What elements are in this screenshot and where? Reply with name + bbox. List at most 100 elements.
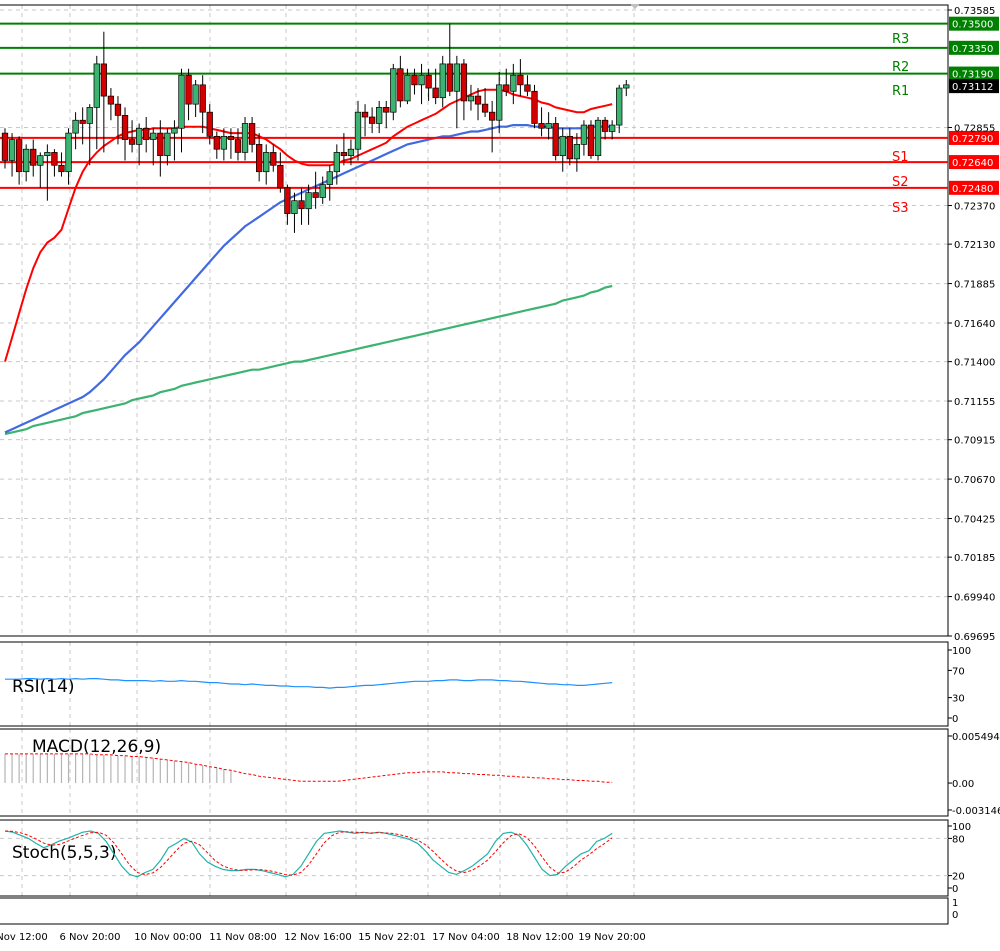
candle-body (573, 144, 581, 160)
panel-frame (0, 728, 949, 817)
candle-body (51, 152, 58, 166)
candle-body (270, 152, 277, 166)
y-tick-label: 0.72130 (954, 240, 995, 251)
candle-body (460, 63, 468, 102)
macd-tick-label: 0.005494 (952, 732, 1000, 743)
y-tick-label: 0.72855 (954, 123, 995, 134)
level-name: S1 (892, 150, 909, 165)
candle-body (467, 95, 475, 102)
candle-body (326, 171, 333, 185)
macd-signal-line (5, 753, 613, 783)
candle-body (37, 155, 44, 166)
candle-body (439, 63, 446, 99)
candle-body (185, 74, 192, 105)
candle-body (488, 111, 496, 121)
level-price-label: 0.72790 (952, 134, 993, 145)
rsi-tick-label: 100 (952, 646, 971, 657)
candle-body (340, 152, 348, 156)
candle-body (361, 111, 369, 118)
x-tick-label: 18 Nov 12:00 (506, 932, 573, 943)
y-tick-label: 0.72370 (954, 202, 995, 213)
ma-blue-line (4, 124, 613, 434)
candle-body (510, 74, 517, 92)
candle-body (199, 84, 206, 113)
level-price-label: 0.73190 (952, 70, 993, 81)
level-name: R3 (892, 32, 909, 47)
x-tick-label: 6 Nov 20:00 (59, 932, 120, 943)
level-name: R2 (892, 60, 909, 75)
candle-body (8, 139, 16, 161)
macd-tick-label: -0.003146 (952, 806, 1000, 817)
candle-body (481, 103, 489, 113)
rsi-tick-label: 70 (952, 666, 965, 677)
x-tick-label: 12 Nov 16:00 (284, 932, 351, 943)
candle-body (107, 95, 115, 105)
stoch-tick-label: 100 (952, 822, 971, 833)
candle-body (1, 132, 9, 161)
panel-frame (0, 4, 949, 637)
candle-body (425, 74, 432, 89)
x-tick-label: 15 Nov 22:01 (358, 932, 425, 943)
y-tick-label: 0.69695 (954, 632, 995, 643)
level-price-tag (949, 180, 999, 195)
level-price-tag (949, 155, 999, 170)
rsi-label: RSI(14) (12, 677, 75, 697)
candle-body (524, 84, 531, 92)
rsi-line (5, 677, 613, 689)
stoch-tick-label: 20 (952, 872, 965, 883)
candle-body (298, 200, 305, 210)
candle-body (347, 148, 355, 156)
candle-body (616, 87, 623, 126)
candle-body (157, 132, 164, 156)
stoch-tick-label: 80 (952, 834, 965, 845)
candle-body (368, 116, 376, 124)
candle-body (234, 139, 242, 153)
candle-body (474, 95, 482, 105)
level-name: S2 (892, 175, 909, 190)
macd-panel: MACD(12,26,9) 0.005494 0.00 -0.003146 (4, 732, 1000, 817)
candle-body (545, 123, 552, 129)
ma-red-line (4, 88, 613, 362)
support-resistance-levels: 0.73500 0.73350 0.73190 0.72790 0.72640 0.724… (0, 16, 999, 216)
candle-body (552, 123, 559, 156)
level-price-label: 0.72480 (952, 184, 993, 195)
candle-body (128, 139, 136, 145)
macd-label: MACD(12,26,9) (32, 737, 161, 757)
candle-body (397, 68, 404, 102)
candle-body (390, 68, 397, 113)
candle-body (93, 63, 100, 108)
price-axis: 0.73585 0.72855 0.72370 0.72130 0.71885 0.716… (948, 6, 995, 643)
rsi-tick-label: 30 (952, 694, 965, 705)
candle-body (587, 124, 595, 156)
candle-body (503, 84, 510, 92)
level-price-tag (949, 16, 999, 31)
candle-body (312, 192, 319, 198)
candle-body (100, 63, 107, 97)
y-tick-label: 0.70185 (954, 553, 995, 564)
candle-body (72, 119, 79, 134)
y-tick-label: 0.71155 (954, 397, 995, 408)
y-tick-label: 0.71400 (954, 358, 995, 369)
candle-body (79, 119, 86, 124)
x-tick-label: Nov 12:00 (0, 932, 48, 943)
level-price-label: 0.72640 (952, 158, 993, 169)
y-tick-label: 0.71640 (954, 319, 995, 330)
candle-body (171, 127, 178, 134)
candle-body (609, 124, 616, 132)
stoch-label: Stoch(5,5,3) (12, 843, 117, 863)
candle-body (15, 139, 23, 173)
x-tick-label: 10 Nov 00:00 (134, 932, 201, 943)
candle-body (319, 184, 326, 198)
candle-body (263, 152, 270, 173)
candle-body (594, 119, 602, 156)
blank-panel-tick: 1 (952, 898, 958, 909)
candle-body (135, 127, 143, 145)
y-tick-label: 0.69940 (954, 593, 995, 604)
candle-body (192, 84, 199, 105)
candle-body (383, 107, 390, 113)
candle-body (23, 148, 30, 173)
candle-body (432, 87, 439, 99)
candle-body (143, 127, 150, 140)
level-price-tag (949, 40, 999, 55)
